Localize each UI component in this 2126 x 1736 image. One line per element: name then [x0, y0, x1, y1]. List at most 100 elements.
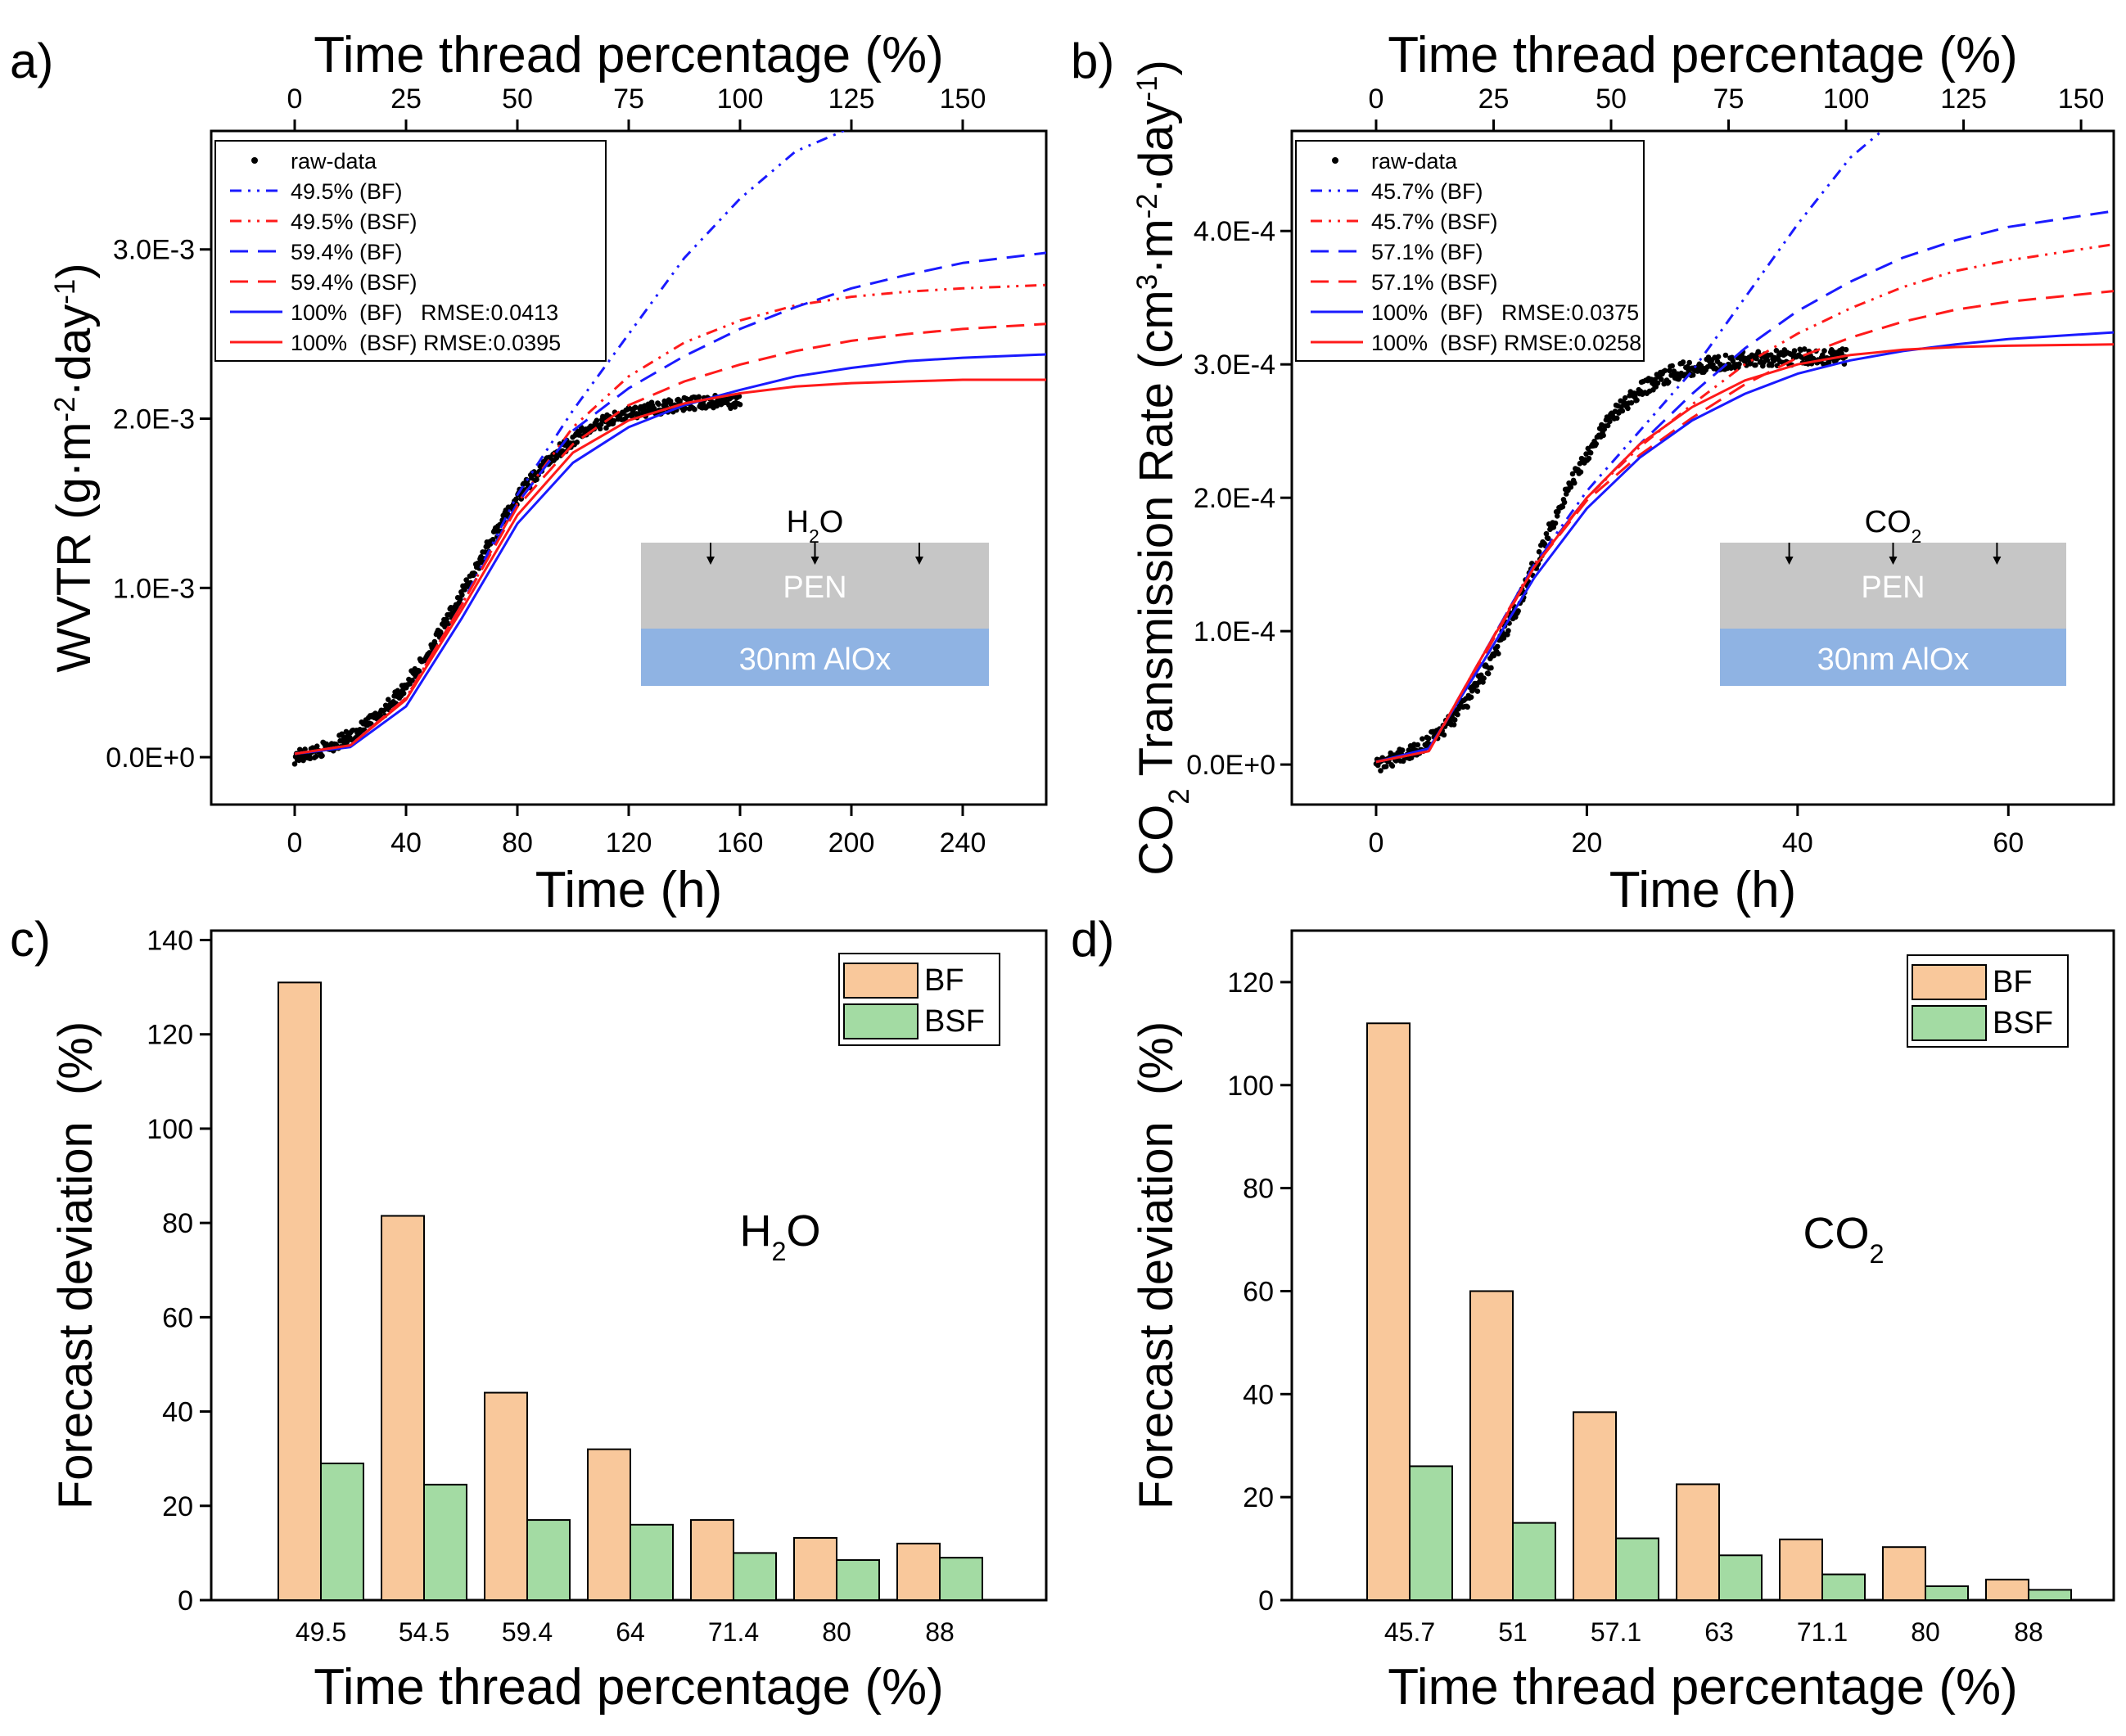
x2-tick-label: 125	[1940, 83, 1987, 115]
bar-bsf	[1821, 1573, 1866, 1601]
legend-label: 57.1% (BSF)	[1371, 270, 1498, 295]
raw-data-point	[416, 668, 422, 674]
legend-swatch	[1912, 964, 1987, 1000]
y-tick-label: 0	[178, 1585, 193, 1617]
legend-label: 45.7% (BSF)	[1371, 210, 1498, 234]
bar-bf	[793, 1536, 837, 1602]
series-line-4	[1375, 331, 2114, 764]
bar-panel-c: c) 0 20 40 60 80 100 120 140 49.5 54.5 59.4 64 71.4 80…	[10, 912, 1048, 1716]
legend-marker	[251, 157, 258, 164]
x-tick-label: 60	[1993, 827, 2024, 859]
raw-data-point	[574, 440, 580, 445]
inset-arrow-head	[706, 557, 715, 565]
raw-data-point	[1677, 375, 1682, 381]
bar-bsf	[733, 1552, 777, 1602]
bar-bsf	[1925, 1585, 1969, 1601]
x2-tick-label: 75	[1713, 83, 1745, 115]
y-tick-label: 0.0E+0	[106, 742, 195, 773]
raw-data-point	[444, 616, 449, 622]
raw-data-point	[1614, 415, 1620, 422]
inset-alox-layer	[1720, 629, 2066, 686]
legend: raw-data 49.5% (BF) 49.5% (BSF) 59.4% (BF) 5…	[214, 140, 607, 362]
raw-data-point	[291, 761, 298, 767]
x2-axis-label: Time thread percentage (%)	[314, 27, 944, 83]
series-line-5	[294, 378, 1046, 755]
raw-data-point	[714, 403, 720, 409]
series-line-0	[294, 131, 847, 755]
panel-label: d)	[1071, 912, 1114, 967]
y-tick-label: 3.0E-3	[113, 235, 195, 266]
raw-data-point	[1634, 397, 1640, 404]
bar-bf	[896, 1542, 941, 1602]
raw-data-point	[611, 417, 617, 424]
plot-frame	[1290, 129, 2115, 806]
inset-arrow-head	[1889, 557, 1898, 565]
raw-data-point	[1619, 408, 1626, 414]
x-axis-label: Time (h)	[535, 862, 722, 918]
raw-data-point	[1791, 348, 1798, 354]
raw-data-point	[1843, 346, 1849, 353]
legend-label: BF	[1993, 965, 2033, 999]
raw-data-point	[1773, 347, 1780, 354]
x2-tick-label: 50	[1596, 83, 1627, 115]
y-tick-label: 20	[1243, 1482, 1274, 1513]
x-tick-label: 20	[1571, 827, 1602, 859]
raw-data-point	[459, 592, 465, 598]
y-tick-label: 3.0E-4	[1194, 349, 1275, 381]
raw-data-point	[1465, 704, 1470, 710]
legend-marker	[1332, 157, 1338, 164]
raw-data-point	[1821, 348, 1827, 354]
y-tick-label: 0.0E+0	[1186, 750, 1275, 781]
inset-pen-label: PEN	[783, 570, 846, 605]
raw-data-point	[1569, 471, 1576, 477]
y-axis-label: Forecast deviation (%)	[49, 1021, 102, 1509]
legend-swatch	[843, 1003, 919, 1039]
raw-data-point	[400, 690, 407, 697]
raw-data-point	[1622, 395, 1628, 401]
raw-data-point	[1680, 359, 1686, 365]
raw-data-point	[692, 406, 697, 413]
y-axis-label: Forecast deviation (%)	[1130, 1021, 1183, 1509]
y-tick-label: 2.0E-3	[113, 404, 195, 435]
x-tick-label: 80	[822, 1617, 851, 1647]
x2-tick-label: 100	[1823, 83, 1870, 115]
raw-data-point	[1754, 355, 1759, 362]
raw-data-point	[1474, 688, 1481, 694]
raw-data-point	[1586, 455, 1592, 462]
raw-data-point	[1753, 362, 1758, 368]
raw-data-point	[1536, 548, 1542, 555]
y-tick-label: 140	[147, 926, 193, 957]
y-tick-label: 100	[147, 1114, 193, 1145]
x-tick-label: 80	[502, 827, 533, 859]
x-tick-label: 160	[717, 827, 764, 859]
raw-data-point	[636, 411, 642, 417]
legend-label: raw-data	[291, 149, 377, 174]
bar-bsf	[1409, 1465, 1453, 1602]
bar-bsf	[2028, 1589, 2072, 1602]
x2-tick-label: 100	[717, 83, 764, 115]
raw-data-point	[307, 755, 314, 762]
raw-data-point	[302, 746, 308, 752]
raw-data-point	[1425, 735, 1432, 742]
x-tick-label: 80	[1911, 1617, 1940, 1647]
raw-data-point	[1399, 747, 1406, 753]
bar-bsf	[939, 1557, 983, 1601]
raw-data-point	[1383, 764, 1389, 769]
x-axis-label: Time (h)	[1609, 862, 1796, 918]
x2-tick-label: 0	[1369, 83, 1384, 115]
legend-label: 49.5% (BSF)	[291, 210, 418, 234]
plot-area: PEN 30nm AlOx CO2	[1373, 131, 2114, 773]
raw-data-point	[1485, 670, 1492, 677]
raw-data-point	[737, 401, 743, 408]
raw-data-point	[1451, 722, 1457, 728]
bar-bsf	[1718, 1554, 1763, 1602]
raw-data-point	[1690, 372, 1696, 378]
raw-data-point	[1543, 530, 1550, 537]
x2-tick-label: 75	[613, 83, 644, 115]
raw-data-point	[1455, 711, 1460, 718]
bar-panel-d: d) 0 20 40 60 80 100 120 45.7 51 57.1 63 71.1 80 88 Tim…	[1071, 912, 2115, 1716]
x2-tick-label: 25	[390, 83, 422, 115]
raw-data-point	[696, 394, 702, 400]
y-tick-label: 80	[1243, 1174, 1274, 1205]
inset-arrow-head	[1785, 557, 1794, 565]
